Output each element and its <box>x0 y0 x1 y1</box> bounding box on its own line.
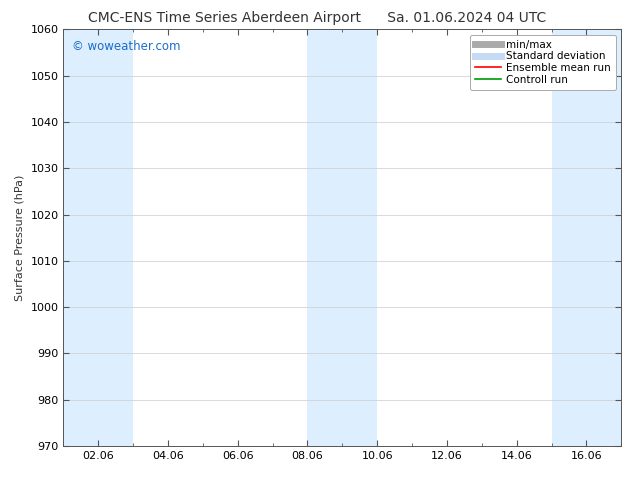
Text: © woweather.com: © woweather.com <box>72 40 180 53</box>
Y-axis label: Surface Pressure (hPa): Surface Pressure (hPa) <box>15 174 25 301</box>
Bar <box>552 29 621 446</box>
Bar <box>63 29 133 446</box>
Text: CMC-ENS Time Series Aberdeen Airport      Sa. 01.06.2024 04 UTC: CMC-ENS Time Series Aberdeen Airport Sa.… <box>88 11 546 25</box>
Legend: min/max, Standard deviation, Ensemble mean run, Controll run: min/max, Standard deviation, Ensemble me… <box>470 35 616 90</box>
Bar <box>307 29 377 446</box>
